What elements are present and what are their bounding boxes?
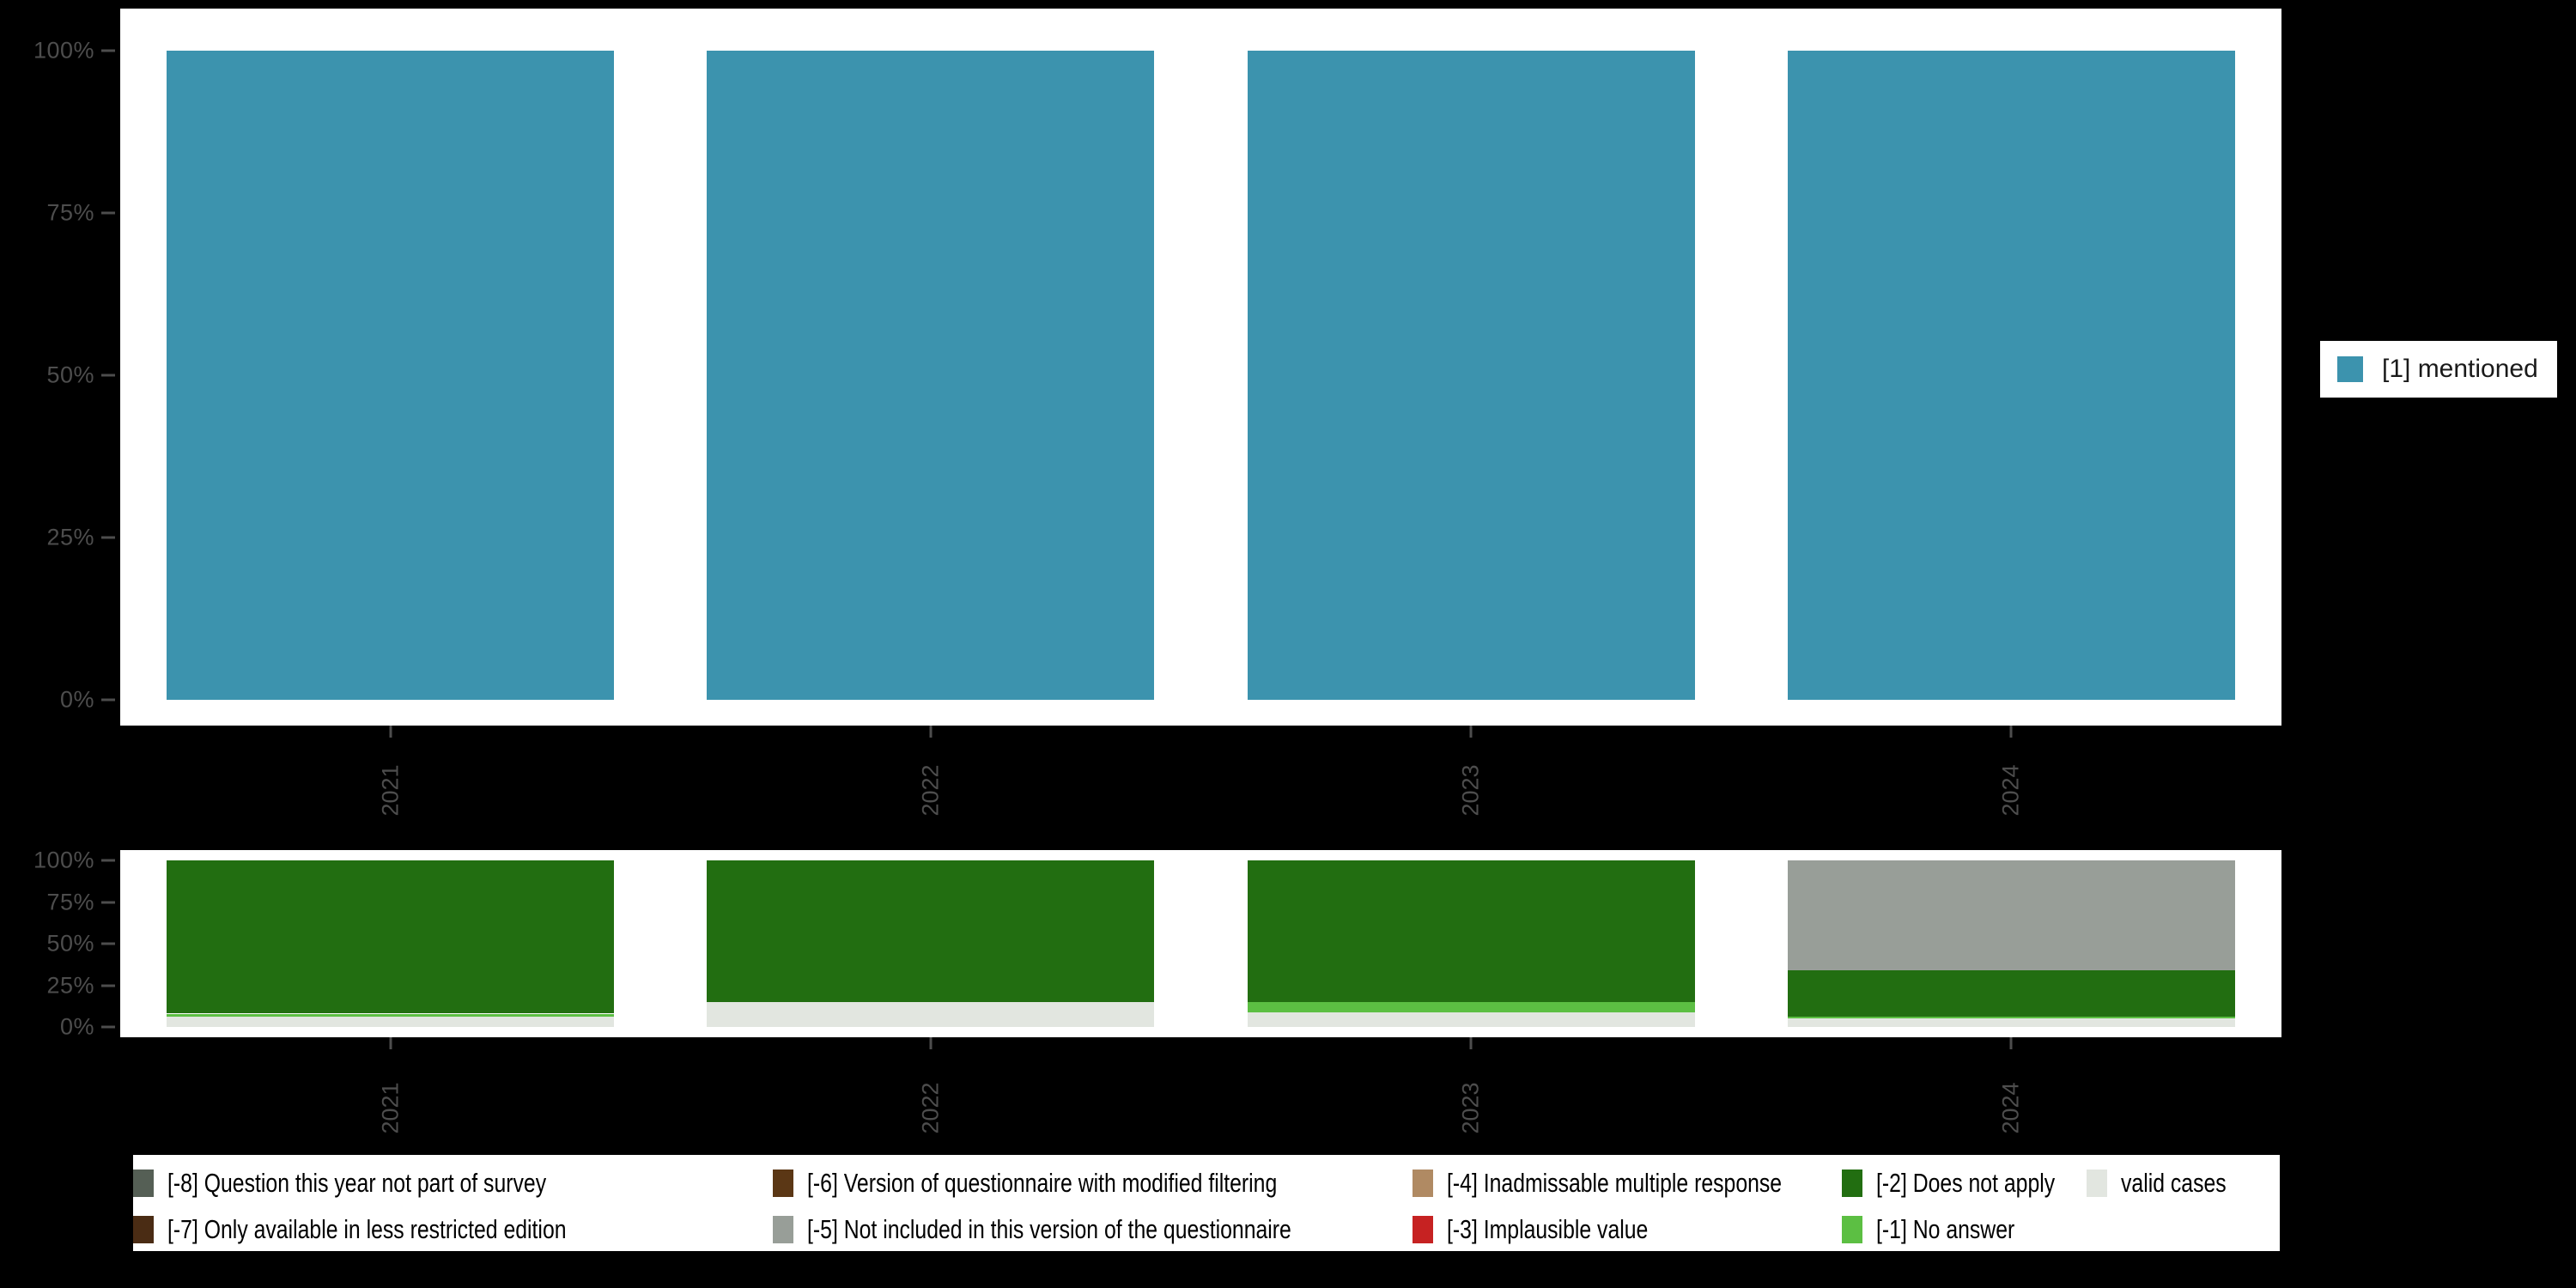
top-chart-panel (120, 9, 2281, 726)
legend-item: [-8] Question this year not part of surv… (133, 1163, 641, 1203)
legend-label: [-4] Inadmissable multiple response (1447, 1168, 1783, 1198)
x-axis-tick-label-2022: 2022 (917, 764, 944, 817)
x-axis-tick-label-2023: 2023 (1457, 1082, 1484, 1134)
y-axis-tick-mark (101, 1025, 115, 1029)
bar-2022[interactable] (707, 51, 1155, 700)
y-axis-tick-mark (101, 984, 115, 987)
legend-item: [-1] No answer (1842, 1210, 2050, 1249)
x-axis-tick-mark (2009, 1037, 2013, 1049)
bar-segment[interactable] (1247, 1001, 1695, 1012)
x-axis-tick-label-2021: 2021 (377, 1082, 404, 1134)
legend-label: [-1] No answer (1876, 1214, 2015, 1244)
bar-2023[interactable] (1247, 51, 1695, 700)
x-axis-tick-label-2023: 2023 (1457, 764, 1484, 817)
y-axis-tick-mark (101, 901, 115, 903)
bar-segment[interactable] (167, 51, 615, 700)
bar-segment[interactable] (707, 1001, 1155, 1027)
bar-2021[interactable] (167, 860, 615, 1027)
bar-segment[interactable] (1787, 1017, 2235, 1019)
bar-segment[interactable] (1787, 51, 2235, 700)
x-axis-tick-mark (389, 1037, 392, 1049)
legend-swatch (1842, 1170, 1862, 1197)
legend-swatch (1413, 1216, 1433, 1243)
legend-label: [1] mentioned (2382, 355, 2538, 383)
legend-item: [-6] Version of questionnaire with modif… (773, 1163, 1394, 1203)
bar-segment[interactable] (167, 860, 615, 1014)
legend-label: [-7] Only available in less restricted e… (167, 1214, 567, 1244)
bar-2021[interactable] (167, 51, 615, 700)
y-axis-tick-label: 100% (33, 847, 94, 873)
legend-label: [-6] Version of questionnaire with modif… (807, 1168, 1278, 1198)
y-axis-tick-mark (101, 49, 115, 52)
x-axis-tick-mark (929, 726, 933, 738)
x-axis-tick-label-2022: 2022 (917, 1082, 944, 1134)
bar-2024[interactable] (1787, 860, 2235, 1027)
legend-item: [-7] Only available in less restricted e… (133, 1210, 666, 1249)
x-axis-tick-mark (389, 726, 392, 738)
x-axis-tick-label-2024: 2024 (1997, 764, 2024, 817)
bottom-chart-panel (120, 850, 2281, 1037)
y-axis-tick-mark (101, 942, 115, 945)
legend-label: [-8] Question this year not part of surv… (167, 1168, 547, 1198)
legend-swatch (1413, 1170, 1433, 1197)
legend-swatch (133, 1216, 154, 1243)
bar-segment[interactable] (707, 860, 1155, 1002)
y-axis-tick-mark (101, 211, 115, 215)
legend-label: [-3] Implausible value (1447, 1214, 1649, 1244)
y-axis-tick-mark (101, 536, 115, 539)
bar-2023[interactable] (1247, 860, 1695, 1027)
legend-label: [-2] Does not apply (1876, 1168, 2056, 1198)
legend-label: valid cases (2121, 1168, 2227, 1198)
bottom-chart-plot-area (120, 850, 2281, 1037)
y-axis-tick-label: 25% (46, 524, 94, 550)
legend-item: [-2] Does not apply (1842, 1163, 2099, 1203)
bar-segment[interactable] (167, 1017, 615, 1027)
bar-segment[interactable] (167, 1013, 615, 1018)
y-axis-tick-label: 75% (46, 199, 94, 226)
y-axis-tick-label: 25% (46, 972, 94, 998)
y-axis-tick-label: 0% (59, 1013, 94, 1040)
bar-2022[interactable] (707, 860, 1155, 1027)
y-axis-tick-label: 100% (33, 37, 94, 64)
y-axis-tick-label: 50% (46, 930, 94, 957)
x-axis-tick-mark (1469, 726, 1473, 738)
legend-swatch (1842, 1216, 1862, 1243)
bar-2024[interactable] (1787, 51, 2235, 700)
legend-item: [-4] Inadmissable multiple response (1413, 1163, 1866, 1203)
x-axis-tick-label-2024: 2024 (1997, 1082, 2024, 1134)
y-axis-tick-label: 0% (59, 686, 94, 713)
x-axis-tick-mark (2009, 726, 2013, 738)
legend-swatch (133, 1170, 154, 1197)
y-axis-tick-label: 75% (46, 889, 94, 914)
top-chart-plot-area (120, 9, 2281, 726)
y-axis-tick-label: 50% (46, 361, 94, 388)
legend-label: [-5] Not included in this version of the… (807, 1214, 1291, 1244)
legend-item: [-5] Not included in this version of the… (773, 1210, 1413, 1249)
x-axis-tick-label-2021: 2021 (377, 764, 404, 817)
y-axis-tick-mark (101, 698, 115, 702)
bar-segment[interactable] (1787, 860, 2235, 971)
legend-item: [-3] Implausible value (1413, 1210, 1698, 1249)
bar-segment[interactable] (1247, 51, 1695, 700)
legend-swatch (2087, 1170, 2107, 1197)
y-axis-tick-mark (101, 859, 115, 862)
legend-swatch (773, 1170, 793, 1197)
valid-cases-legend: [1] mentioned (2320, 341, 2557, 398)
bar-segment[interactable] (1787, 1018, 2235, 1027)
x-axis-tick-mark (1469, 1037, 1473, 1049)
missing-values-legend: [-8] Question this year not part of surv… (133, 1155, 2280, 1251)
bar-segment[interactable] (1247, 860, 1695, 1002)
bar-segment[interactable] (1247, 1012, 1695, 1027)
bar-segment[interactable] (1787, 970, 2235, 1018)
legend-swatch (773, 1216, 793, 1243)
bar-segment[interactable] (707, 51, 1155, 700)
x-axis-tick-mark (929, 1037, 933, 1049)
legend-swatch (2337, 356, 2363, 382)
legend-item: valid cases (2087, 1163, 2252, 1203)
y-axis-tick-mark (101, 374, 115, 377)
